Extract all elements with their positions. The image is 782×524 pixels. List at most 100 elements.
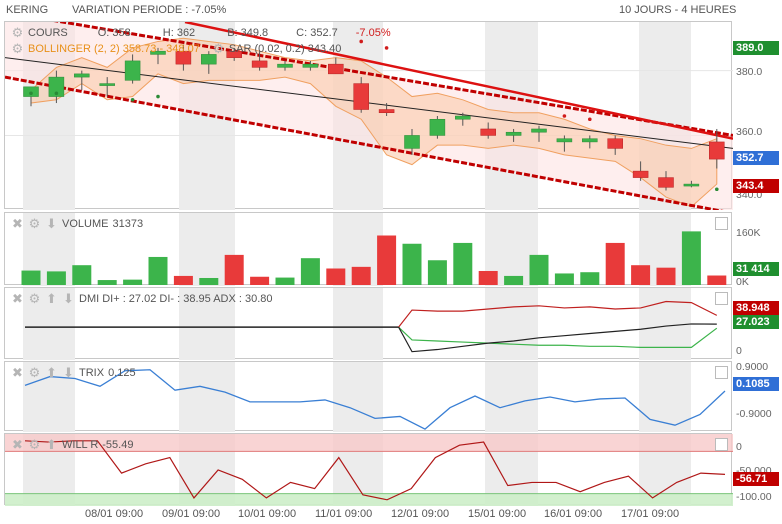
volume-bar [402,243,422,285]
arrow-up-icon[interactable]: ⬆ [46,365,57,380]
arrow-up-icon[interactable]: ⬆ [46,437,57,452]
candle-body [531,128,547,133]
x-axis-label: 09/01 09:00 [162,508,221,520]
sar-dot [562,114,567,118]
trix-line [24,369,726,430]
cours-legend: ⚙ COURS O: 358 H: 362 B: 349.8 C: 352.7 … [11,26,391,39]
timeframe[interactable]: 10 JOURS - 4 HEURES [619,4,737,16]
volume-bar [123,279,143,285]
sar-label: SAR (0.02, 0.2) 343.40 [228,42,342,55]
dmi-minus-line [398,300,718,328]
gear-icon[interactable]: ⚙ [11,41,24,56]
sar-dot [29,91,33,96]
trix-panel[interactable]: ✖ ⚙ ⬆ ⬇ TRIX 0.125 [4,361,732,432]
willr-line [24,440,726,501]
close-icon[interactable]: ✖ [12,216,23,231]
session-stripe [639,362,691,432]
price-axis-label: 380.0 [736,66,763,78]
session-stripe [639,288,691,360]
session-stripe [179,288,235,360]
volume-axis-label: 0K [736,276,749,288]
close-value: C: 352.7 [296,26,338,39]
x-axis-label: 12/01 09:00 [391,508,450,520]
candle-body [683,183,700,187]
volume-axis-label: 160K [736,227,761,239]
gear-icon[interactable]: ⚙ [28,291,41,306]
panel-checkbox[interactable] [715,366,728,379]
arrow-up-icon[interactable]: ⬆ [46,291,57,306]
price-badge-high: 389.0 [733,41,779,55]
candle-body [455,115,471,120]
session-stripe [485,288,538,360]
arrow-down-icon[interactable]: ⬇ [63,291,74,306]
gear-icon[interactable]: ⚙ [28,365,41,380]
volume-bar [681,231,701,285]
volume-bar [72,265,92,285]
volume-bar [656,267,676,285]
candle-body [353,83,369,110]
willr-panel[interactable]: ✖ ⚙ ⬆ WILL R -55.49 [4,433,733,506]
overbought-zone [5,434,733,452]
dmi-axis-label: 0 [736,345,742,357]
candle-body [556,138,573,143]
volume-bar [377,235,397,285]
dmi-plus-line [398,326,718,349]
willr-chart [5,434,733,506]
candle-body [277,63,293,68]
close-icon[interactable]: ✖ [12,437,23,452]
volume-bar [173,275,193,285]
volume-bar [554,273,574,285]
price-panel[interactable]: ⚙ COURS O: 358 H: 362 B: 349.8 C: 352.7 … [4,21,733,210]
price-badge-last: 352.7 [733,151,779,165]
volume-panel[interactable]: ✖ ⚙ ⬇ VOLUME 31373 [4,212,732,286]
channel-lower-line [5,75,724,210]
session-stripe [179,362,235,432]
candle-body [150,50,166,55]
candle-body [709,141,725,160]
sar-dot [54,91,59,96]
gear-icon[interactable]: ⚙ [11,25,24,40]
volume-bar [199,277,219,285]
gear-icon[interactable]: ⚙ [212,41,225,56]
volume-bar [250,276,270,285]
oversold-zone [5,493,733,506]
candle-body [328,63,344,75]
volume-bar [504,275,524,285]
panel-checkbox[interactable] [715,292,728,305]
panel-checkbox[interactable] [715,217,728,230]
dmi-panel[interactable]: ✖ ⚙ ⬆ ⬇ DMI DI+ : 27.02 DI- : 38.95 ADX … [4,287,732,360]
channel-upper-line [53,22,733,137]
open-value: O: 358 [97,26,131,39]
volume-value: 31373 [112,217,144,230]
volume-bar [351,266,371,285]
candle-body [251,60,268,68]
candle-body [99,83,115,86]
candle-body [505,131,522,136]
sar-dot [384,46,389,50]
candle-body [429,118,446,136]
low-value: B: 349.8 [227,26,269,39]
volume-bar [580,272,600,285]
gear-icon[interactable]: ⚙ [28,437,41,452]
willr-title: WILL R [62,438,99,451]
volume-bar [21,270,41,285]
bollinger-band [30,37,718,208]
panel-checkbox[interactable] [715,438,728,451]
volume-bar [275,277,295,285]
sar-dot [715,187,719,192]
volume-bar [224,254,244,285]
arrow-down-icon[interactable]: ⬇ [46,216,57,231]
adx-line [398,323,717,353]
candle-body [302,63,319,68]
volume-bar [631,265,651,285]
volume-bar [529,254,549,285]
price-chart [5,22,733,210]
bollinger-legend: ⚙ BOLLINGER (2, 2) 358.73 - 348.07 ⚙ SAR… [11,41,342,56]
willr-axis-label: -100.00 [736,491,772,503]
close-icon[interactable]: ✖ [12,291,23,306]
gear-icon[interactable]: ⚙ [28,216,41,231]
arrow-down-icon[interactable]: ⬇ [63,365,74,380]
volume-bar [46,271,66,285]
volume-bar [605,242,625,285]
close-icon[interactable]: ✖ [12,365,23,380]
